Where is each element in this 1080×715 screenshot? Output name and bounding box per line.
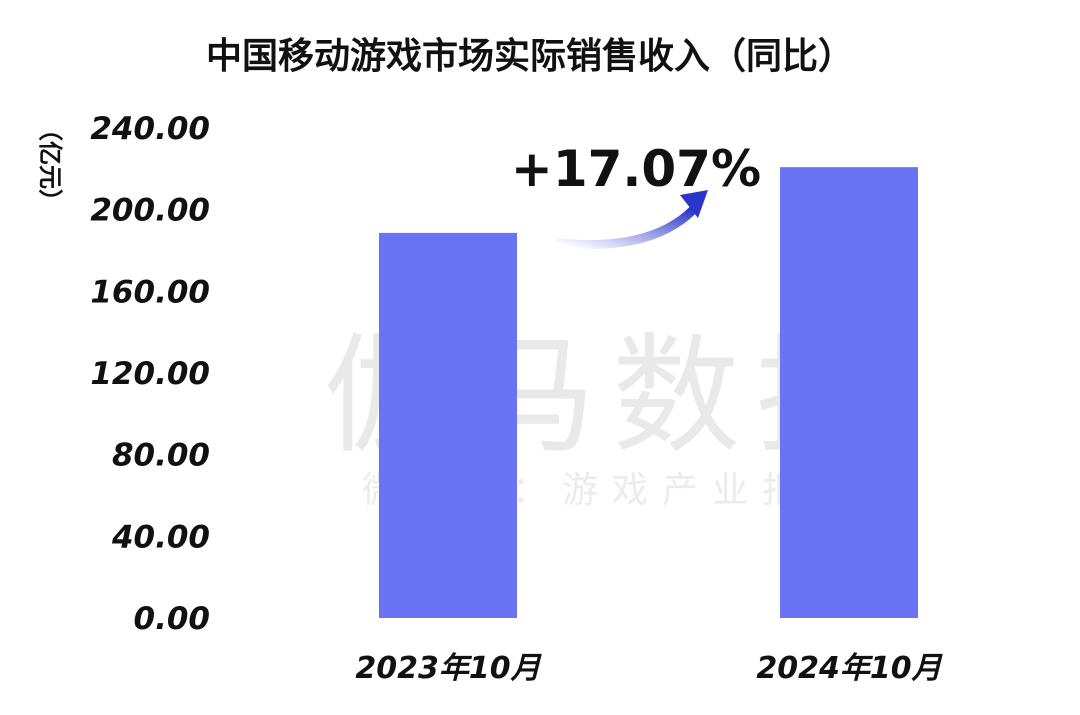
growth-arrow	[555, 190, 708, 250]
chart-title: 中国移动游戏市场实际销售收入（同比）	[206, 36, 854, 77]
y-tick-label: 160.00	[90, 274, 210, 310]
y-axis-ticks: 0.00 40.00 80.00 120.00 160.00 200.00 240.00	[90, 111, 210, 637]
bar-2	[780, 167, 918, 618]
x-axis-labels: 2023年10月 2024年10月	[355, 651, 943, 686]
bars	[379, 167, 918, 619]
y-axis-label-text: （亿元）	[36, 117, 64, 213]
y-tick-label: 200.00	[90, 193, 210, 229]
y-axis-label: （亿元）	[36, 117, 64, 213]
growth-annotation: +17.07%	[511, 140, 761, 198]
x-category-label: 2024年10月	[756, 651, 943, 686]
growth-arrow-stroke	[555, 205, 698, 250]
growth-arrow-head	[680, 190, 708, 218]
y-tick-label: 120.00	[90, 356, 210, 392]
y-tick-label: 80.00	[112, 438, 210, 474]
y-tick-label: 240.00	[90, 111, 210, 147]
bar-1	[379, 232, 517, 619]
y-tick-label: 40.00	[111, 519, 210, 555]
y-tick-label: 0.00	[134, 601, 211, 637]
x-category-label: 2023年10月	[355, 651, 542, 686]
